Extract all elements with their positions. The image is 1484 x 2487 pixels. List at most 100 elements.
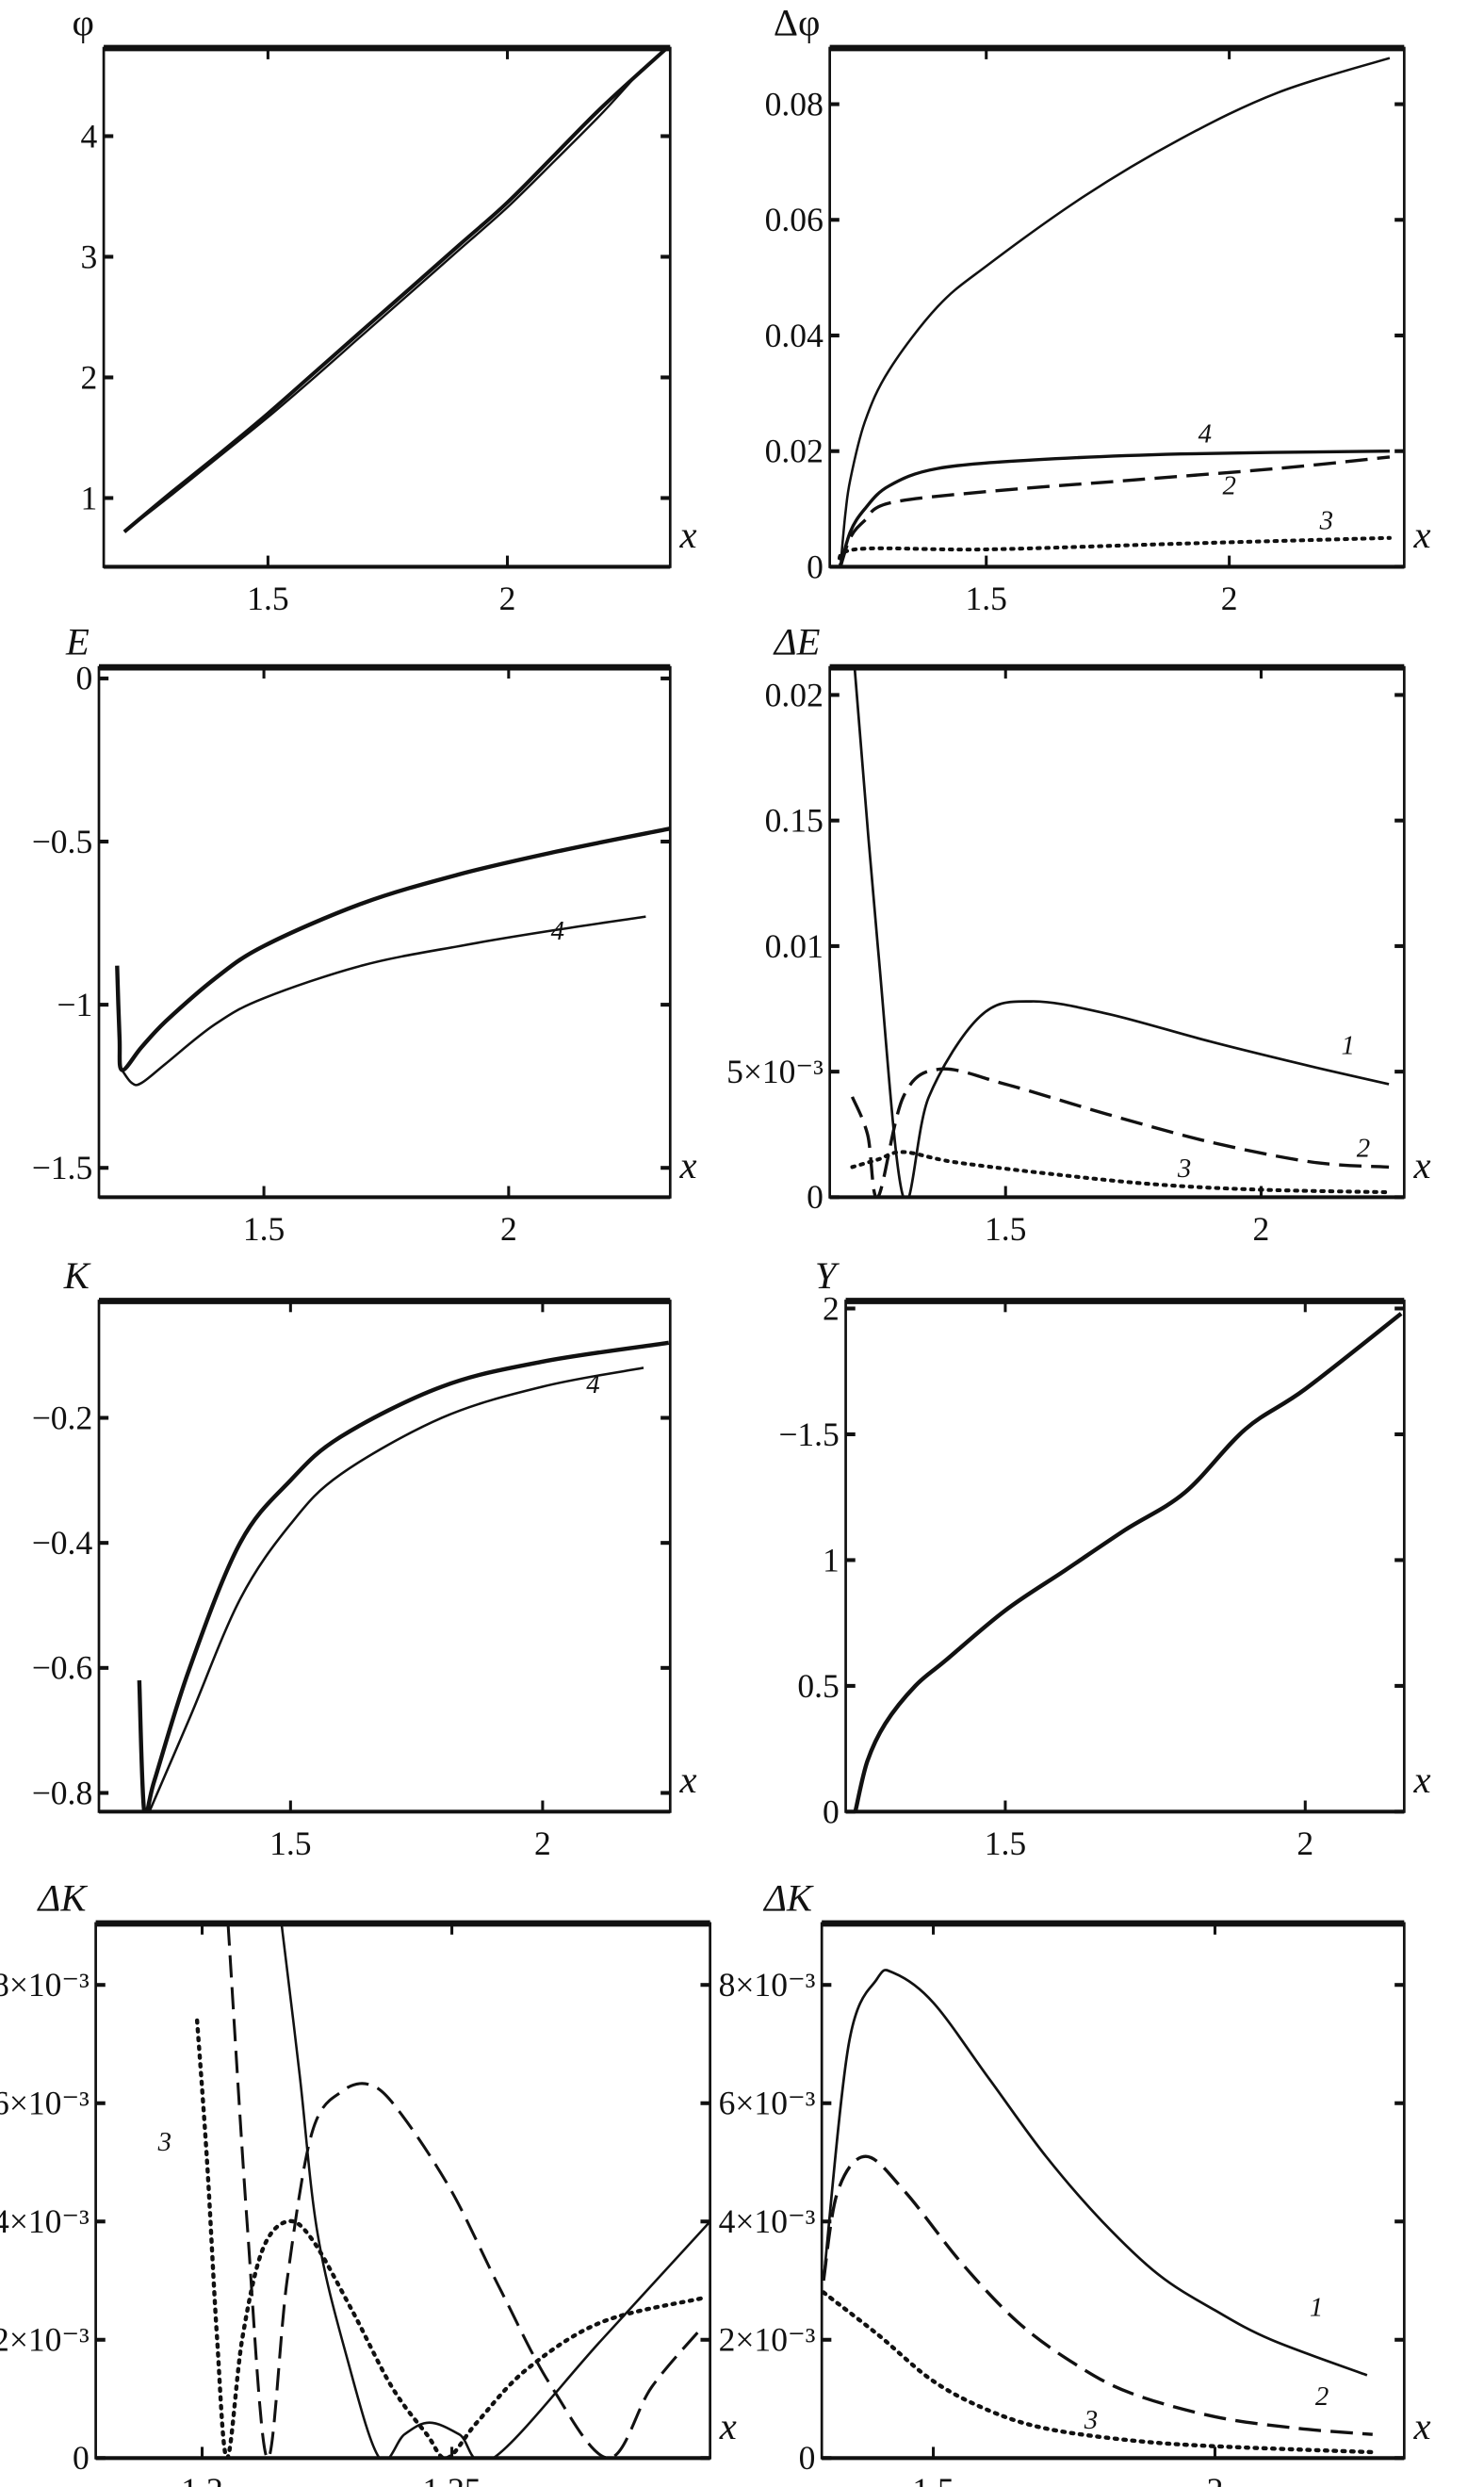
curve-label: 3: [157, 2127, 171, 2157]
x-axis-label: x: [1412, 2405, 1430, 2447]
series-group: [115, 826, 671, 1087]
plot-frame: [820, 1922, 1406, 2460]
y-tick-label: −0.8: [32, 1774, 92, 1811]
series-line-1-solid: [822, 1969, 1368, 2377]
series-line-1-solid: [853, 1312, 1403, 1812]
x-axis-label: x: [1412, 514, 1430, 556]
x-tick-label: 1.2: [181, 2471, 222, 2487]
y-tick-label: 6×10⁻³: [719, 2085, 816, 2122]
series-group: [837, 57, 1392, 567]
series-line-3-dotted: [194, 2018, 704, 2459]
series-line-2-dashed: [839, 455, 1391, 567]
y-tick-label: 8×10⁻³: [719, 1966, 816, 2004]
curve-label: 3: [1319, 506, 1333, 536]
series-line-4-solid: [121, 915, 646, 1087]
chart-panel-1: 1.5 2 1 2 3 4 φ x: [72, 1, 696, 617]
y-axis-label: ΔK: [36, 1876, 88, 1919]
x-axis-label: x: [1412, 1759, 1430, 1801]
y-tick-label: −1.5: [778, 1415, 839, 1453]
x-axis-label: x: [1412, 1144, 1430, 1186]
y-tick-label: −0.6: [32, 1649, 92, 1687]
y-tick-label: 0.15: [765, 802, 824, 840]
series-group: [850, 669, 1392, 1198]
x-tick-label: 2: [500, 1210, 517, 1248]
x-tick-label: 1.5: [985, 1824, 1026, 1862]
curve-label: 4: [1199, 419, 1212, 450]
x-tick-label: 2: [499, 580, 516, 617]
curve-label: 4: [551, 916, 564, 946]
curve-label: 2: [1315, 2381, 1329, 2412]
curve-label: 1: [1341, 1030, 1354, 1060]
y-axis-label: E: [65, 621, 90, 663]
series-line-2-dashed: [822, 2154, 1373, 2436]
y-tick-label: −1.5: [32, 1149, 92, 1186]
x-axis-label: x: [678, 1144, 696, 1186]
x-axis-label: x: [719, 2405, 737, 2447]
y-tick-label: 2×10⁻³: [0, 2321, 90, 2359]
plot-frame: [97, 665, 672, 1199]
y-tick-label: 4: [81, 117, 98, 155]
y-tick-label: 0.01: [765, 927, 824, 965]
x-tick-label: 2: [1221, 580, 1238, 617]
plot-frame: [828, 665, 1406, 1199]
y-axis-label: Y: [815, 1254, 840, 1297]
chart-panel-4: 1.5 2 0 5×10⁻³ 0.01 0.15 0.02 ΔE x 1 2 3: [726, 621, 1430, 1249]
series-line-exact-solid: [123, 69, 643, 533]
chart-panel-7: 1.2 1.25 0 2×10⁻³ 4×10⁻³ 6×10⁻³ 8×10⁻³ ΔK x 3: [0, 1876, 737, 2487]
y-tick-label: 2: [81, 358, 98, 396]
x-tick-label: 1.5: [985, 1210, 1026, 1248]
y-tick-label: 2: [823, 1289, 840, 1327]
y-tick-label: 0: [823, 1792, 840, 1830]
series-line-1-solid: [280, 1923, 710, 2459]
curve-label: 4: [586, 1369, 599, 1399]
y-tick-label: −0.2: [32, 1399, 92, 1436]
y-axis-label: K: [63, 1254, 91, 1297]
series-group: [853, 1312, 1403, 1812]
y-axis-label: Δφ: [774, 1, 821, 43]
y-tick-label: 4×10⁻³: [719, 2202, 816, 2240]
plot-frame: [94, 1922, 711, 2460]
y-tick-label: 3: [81, 237, 98, 275]
chart-panel-5: 1.5 2 −0.2 −0.4 −0.6 −0.8 Kx 4: [32, 1254, 697, 1862]
y-tick-label: 2×10⁻³: [719, 2321, 816, 2359]
y-tick-label: 1: [81, 479, 98, 516]
y-tick-label: 0: [807, 1178, 824, 1216]
x-tick-label: 1.5: [966, 580, 1007, 617]
y-tick-label: 0: [75, 660, 92, 697]
y-tick-label: 0.08: [765, 85, 824, 123]
y-tick-label: 0.02: [765, 433, 824, 470]
series-line-1-solid: [122, 48, 667, 533]
y-tick-label: 0.02: [765, 676, 824, 713]
x-tick-label: 1.5: [912, 2471, 954, 2487]
y-tick-label: 1: [823, 1541, 840, 1579]
x-tick-label: 1.5: [269, 1824, 311, 1862]
y-tick-label: 0: [807, 548, 824, 585]
curve-label: 2: [1222, 471, 1235, 501]
series-line-3-dotted: [822, 2290, 1375, 2455]
y-tick-label: 4×10⁻³: [0, 2202, 90, 2240]
series-line-1-solid: [115, 826, 671, 1072]
x-tick-label: 2: [1253, 1210, 1270, 1248]
series-line-2-dashed: [226, 1923, 703, 2459]
series-line-1-solid: [137, 1340, 670, 1812]
series-line-4-solid: [148, 1366, 644, 1812]
y-tick-label: 8×10⁻³: [0, 1966, 90, 2004]
y-tick-label: 5×10⁻³: [726, 1053, 824, 1090]
curve-label: 1: [1310, 2293, 1323, 2323]
x-axis-label: x: [678, 514, 696, 556]
series-line-1-solid: [839, 57, 1391, 567]
y-tick-label: 6×10⁻³: [0, 2085, 90, 2122]
y-tick-label: 0.5: [797, 1667, 839, 1705]
x-tick-label: 2: [1207, 2471, 1224, 2487]
y-axis-label: ΔK: [762, 1876, 814, 1919]
y-axis-label: ΔE: [773, 621, 821, 663]
y-axis-label: φ: [72, 1, 93, 43]
x-tick-label: 2: [534, 1824, 551, 1862]
curve-label: 3: [1177, 1154, 1191, 1184]
plot-frame: [828, 46, 1406, 568]
y-tick-label: −1: [57, 986, 92, 1023]
y-tick-label: −0.4: [32, 1524, 93, 1562]
